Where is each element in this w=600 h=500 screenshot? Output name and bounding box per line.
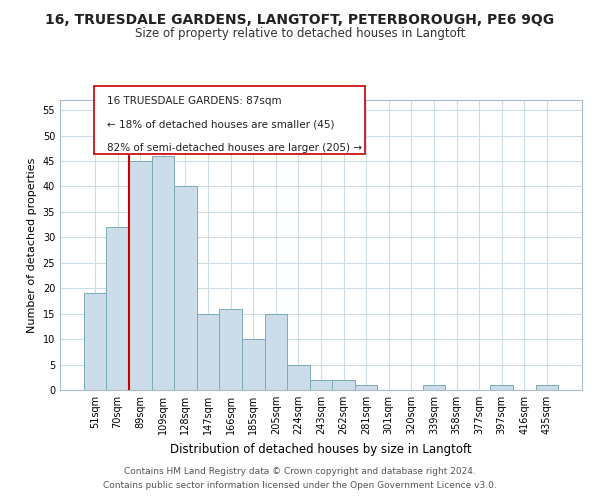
Text: 82% of semi-detached houses are larger (205) →: 82% of semi-detached houses are larger (… — [107, 143, 362, 153]
Bar — [220, 308, 242, 390]
Bar — [490, 385, 513, 390]
Bar — [310, 380, 332, 390]
X-axis label: Distribution of detached houses by size in Langtoft: Distribution of detached houses by size … — [170, 442, 472, 456]
Bar — [174, 186, 197, 390]
Bar — [422, 385, 445, 390]
Text: Size of property relative to detached houses in Langtoft: Size of property relative to detached ho… — [135, 28, 465, 40]
Bar — [287, 364, 310, 390]
Text: Contains public sector information licensed under the Open Government Licence v3: Contains public sector information licen… — [103, 481, 497, 490]
Text: ← 18% of detached houses are smaller (45): ← 18% of detached houses are smaller (45… — [107, 120, 334, 130]
Text: 16 TRUESDALE GARDENS: 87sqm: 16 TRUESDALE GARDENS: 87sqm — [107, 96, 281, 106]
Bar — [197, 314, 220, 390]
FancyBboxPatch shape — [94, 86, 365, 154]
Bar — [242, 339, 265, 390]
Bar — [332, 380, 355, 390]
Bar — [84, 294, 106, 390]
Bar — [152, 156, 174, 390]
Text: Contains HM Land Registry data © Crown copyright and database right 2024.: Contains HM Land Registry data © Crown c… — [124, 467, 476, 476]
Bar — [536, 385, 558, 390]
Y-axis label: Number of detached properties: Number of detached properties — [27, 158, 37, 332]
Bar — [129, 161, 152, 390]
Bar — [355, 385, 377, 390]
Bar — [106, 227, 129, 390]
Text: 16, TRUESDALE GARDENS, LANGTOFT, PETERBOROUGH, PE6 9QG: 16, TRUESDALE GARDENS, LANGTOFT, PETERBO… — [46, 12, 554, 26]
Bar — [265, 314, 287, 390]
